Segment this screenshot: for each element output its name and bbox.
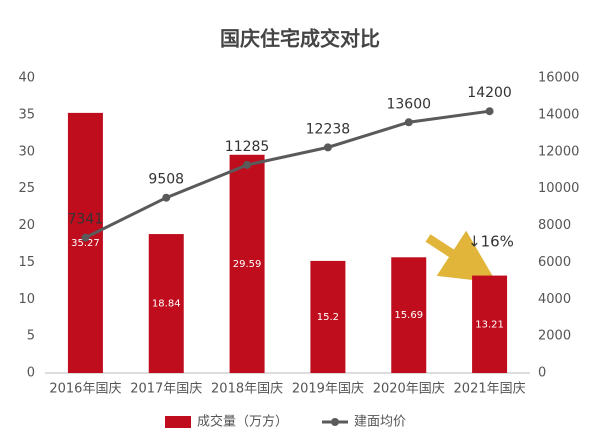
y2-tick-label: 10000 — [538, 181, 579, 196]
bar — [148, 234, 184, 373]
x-tick-label: 2016年国庆 — [49, 382, 121, 397]
y2-tick-label: 8000 — [538, 218, 571, 233]
line-value-label: 11285 — [225, 139, 270, 155]
y-tick-label: 25 — [18, 181, 35, 196]
y2-tick-label: 0 — [538, 366, 546, 381]
bar-value-label: 18.84 — [152, 299, 181, 310]
bar-value-label: 29.59 — [233, 259, 262, 270]
line-value-label: 12238 — [306, 121, 351, 137]
legend-label: 建面均价 — [354, 415, 406, 430]
legend-swatch — [165, 416, 191, 428]
y-tick-label: 15 — [18, 255, 35, 270]
x-tick-label: 2019年国庆 — [292, 382, 364, 397]
line-value-label: 13600 — [386, 96, 431, 112]
y-tick-label: 40 — [18, 71, 35, 86]
x-tick-label: 2017年国庆 — [130, 382, 202, 397]
line — [84, 109, 490, 239]
annotation-arrow — [425, 230, 497, 283]
line-value-label: 14200 — [467, 85, 512, 101]
bar-value-label: 15.2 — [317, 312, 339, 323]
line-value-label: 9508 — [148, 172, 184, 188]
y2-tick-label: 6000 — [538, 255, 571, 270]
line-point — [81, 233, 90, 242]
y2-tick-label: 12000 — [538, 144, 579, 159]
bar-value-label: 15.69 — [394, 310, 423, 321]
bar — [67, 112, 103, 373]
line-point — [485, 107, 494, 116]
y-tick-label: 20 — [18, 218, 35, 233]
line-point — [323, 143, 332, 152]
bar — [229, 154, 265, 373]
line-value-label: 7341 — [68, 212, 104, 228]
line-point — [162, 193, 171, 202]
bar — [472, 275, 508, 373]
bar-value-label: 35.27 — [71, 238, 100, 249]
annotation: ↓16% — [468, 233, 514, 251]
legend-label: 成交量（万方） — [197, 414, 288, 430]
line-point — [404, 118, 413, 127]
y-tick-label: 5 — [27, 329, 35, 344]
chart-title: 国庆住宅成交对比 — [220, 27, 380, 51]
bar — [391, 257, 427, 373]
line-point — [243, 160, 252, 169]
y-tick-label: 0 — [27, 366, 35, 381]
y2-tick-label: 16000 — [538, 71, 579, 86]
y2-tick-label: 14000 — [538, 107, 579, 122]
y2-tick-label: 2000 — [538, 329, 571, 344]
x-tick-label: 2021年国庆 — [454, 382, 526, 397]
x-tick-label: 2020年国庆 — [373, 382, 445, 397]
legend-swatch — [331, 418, 339, 426]
y-tick-label: 35 — [18, 107, 35, 122]
y-tick-label: 30 — [18, 144, 35, 159]
x-tick-label: 2018年国庆 — [211, 382, 283, 397]
y2-tick-label: 4000 — [538, 292, 571, 307]
bar — [310, 260, 346, 373]
bar-value-label: 13.21 — [475, 319, 504, 330]
y-tick-label: 10 — [18, 292, 35, 307]
